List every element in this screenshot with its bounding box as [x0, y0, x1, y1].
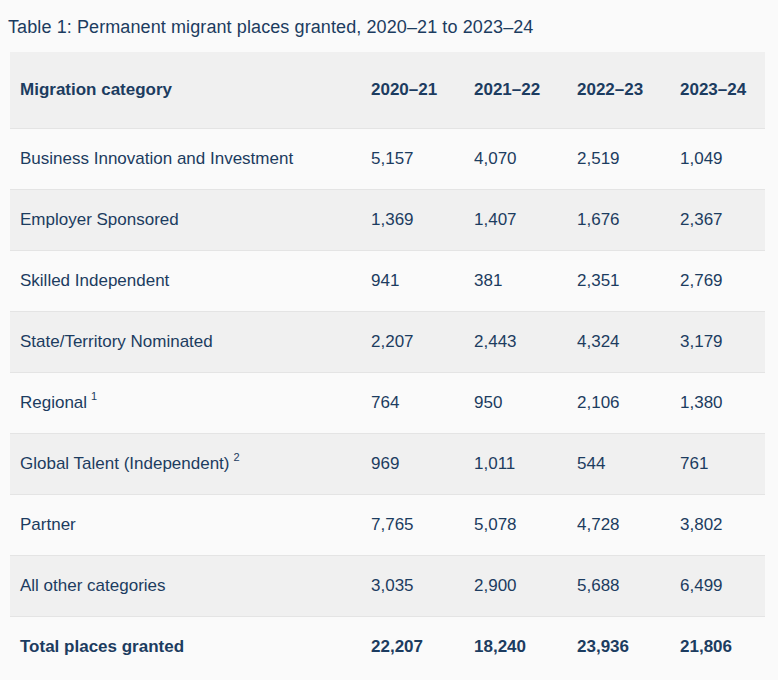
- category-label: Skilled Independent: [20, 271, 169, 290]
- value-cell: 1,369: [361, 190, 464, 251]
- value-cell: 1,049: [670, 129, 765, 190]
- category-cell: Partner: [10, 495, 361, 556]
- migrant-places-table: Migration category 2020–21 2021–22 2022–…: [10, 52, 765, 677]
- value-cell: 5,688: [567, 556, 670, 617]
- category-cell: Employer Sponsored: [10, 190, 361, 251]
- total-value-2020-21: 22,207: [361, 617, 464, 678]
- value-cell: 2,106: [567, 373, 670, 434]
- category-label: All other categories: [20, 576, 166, 595]
- value-cell: 5,078: [464, 495, 567, 556]
- header-row: Migration category 2020–21 2021–22 2022–…: [10, 52, 765, 129]
- value-cell: 5,157: [361, 129, 464, 190]
- value-cell: 3,802: [670, 495, 765, 556]
- table-title: Table 1: Permanent migrant places grante…: [0, 0, 778, 38]
- column-header-2022-23: 2022–23: [567, 52, 670, 129]
- value-cell: 2,207: [361, 312, 464, 373]
- value-cell: 2,519: [567, 129, 670, 190]
- category-label: Partner: [20, 515, 76, 534]
- value-cell: 4,070: [464, 129, 567, 190]
- total-value-2022-23: 23,936: [567, 617, 670, 678]
- value-cell: 1,011: [464, 434, 567, 495]
- value-cell: 969: [361, 434, 464, 495]
- category-label: Regional: [20, 393, 87, 412]
- category-cell: Regional 1: [10, 373, 361, 434]
- value-cell: 6,499: [670, 556, 765, 617]
- value-cell: 761: [670, 434, 765, 495]
- value-cell: 3,179: [670, 312, 765, 373]
- value-cell: 950: [464, 373, 567, 434]
- table-row: Skilled Independent 941 381 2,351 2,769: [10, 251, 765, 312]
- category-label: Global Talent (Independent): [20, 454, 230, 473]
- total-value-2023-24: 21,806: [670, 617, 765, 678]
- value-cell: 4,324: [567, 312, 670, 373]
- table-body: Business Innovation and Investment 5,157…: [10, 129, 765, 617]
- category-cell: Skilled Independent: [10, 251, 361, 312]
- table-row: Global Talent (Independent) 2 969 1,011 5…: [10, 434, 765, 495]
- category-cell: State/Territory Nominated: [10, 312, 361, 373]
- column-header-2021-22: 2021–22: [464, 52, 567, 129]
- value-cell: 1,380: [670, 373, 765, 434]
- value-cell: 7,765: [361, 495, 464, 556]
- value-cell: 544: [567, 434, 670, 495]
- value-cell: 1,407: [464, 190, 567, 251]
- category-cell: Business Innovation and Investment: [10, 129, 361, 190]
- value-cell: 2,443: [464, 312, 567, 373]
- category-label: Business Innovation and Investment: [20, 149, 293, 168]
- value-cell: 381: [464, 251, 567, 312]
- total-value-2021-22: 18,240: [464, 617, 567, 678]
- value-cell: 2,367: [670, 190, 765, 251]
- category-label: State/Territory Nominated: [20, 332, 213, 351]
- table-row: State/Territory Nominated 2,207 2,443 4,…: [10, 312, 765, 373]
- value-cell: 1,676: [567, 190, 670, 251]
- value-cell: 764: [361, 373, 464, 434]
- footnote-ref-1: 1: [91, 390, 97, 402]
- value-cell: 941: [361, 251, 464, 312]
- value-cell: 2,900: [464, 556, 567, 617]
- value-cell: 2,769: [670, 251, 765, 312]
- total-label: Total places granted: [10, 617, 361, 678]
- table-row: Employer Sponsored 1,369 1,407 1,676 2,3…: [10, 190, 765, 251]
- table-row: Regional 1 764 950 2,106 1,380: [10, 373, 765, 434]
- category-label: Employer Sponsored: [20, 210, 179, 229]
- table-row: All other categories 3,035 2,900 5,688 6…: [10, 556, 765, 617]
- table-row: Partner 7,765 5,078 4,728 3,802: [10, 495, 765, 556]
- column-header-migration-category: Migration category: [10, 52, 361, 129]
- table-row: Business Innovation and Investment 5,157…: [10, 129, 765, 190]
- category-cell: Global Talent (Independent) 2: [10, 434, 361, 495]
- page: { "colors": { "navy": "#1c3c60", "page_b…: [0, 0, 778, 680]
- value-cell: 4,728: [567, 495, 670, 556]
- column-header-2023-24: 2023–24: [670, 52, 765, 129]
- footnote-ref-2: 2: [234, 451, 240, 463]
- value-cell: 2,351: [567, 251, 670, 312]
- column-header-2020-21: 2020–21: [361, 52, 464, 129]
- category-cell: All other categories: [10, 556, 361, 617]
- total-row: Total places granted 22,207 18,240 23,93…: [10, 617, 765, 678]
- value-cell: 3,035: [361, 556, 464, 617]
